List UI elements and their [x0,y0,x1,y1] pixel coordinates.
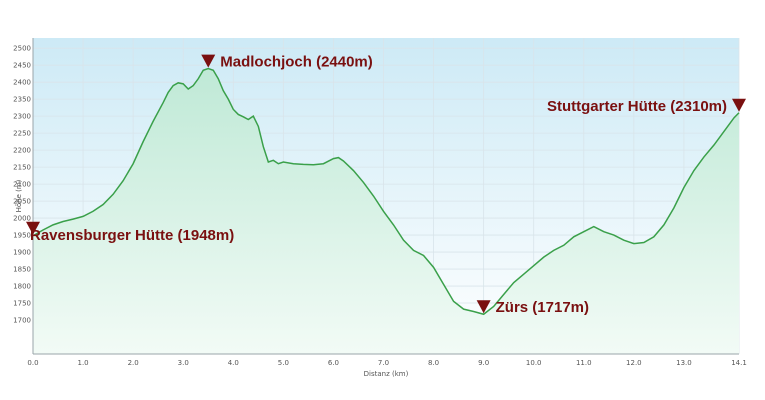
y-tick-label: 1700 [13,317,31,325]
x-tick-label: 3.0 [178,359,189,367]
y-axis-title: Höhe (m) [15,179,23,212]
y-tick-label: 2500 [13,45,31,53]
x-tick-label: 12.0 [626,359,642,367]
y-tick-label: 2250 [13,130,31,138]
y-tick-label: 1900 [13,249,31,257]
x-tick-label: 6.0 [328,359,339,367]
elevation-area [33,68,739,354]
y-tick-label: 2450 [13,62,31,70]
y-tick-label: 1800 [13,283,31,291]
annotation-marker [201,54,216,68]
x-tick-label: 14.1 [731,359,747,367]
y-tick-label: 2350 [13,96,31,104]
y-tick-label: 2400 [13,79,31,87]
x-tick-label: 4.0 [228,359,239,367]
y-tick-label: 2300 [13,113,31,121]
y-tick-label: 1850 [13,266,31,274]
annotation-label: Madlochjoch (2440m) [220,54,373,71]
x-tick-label: 13.0 [676,359,692,367]
annotations: Ravensburger Hütte (1948m) Madlochjoch (2… [26,54,746,316]
x-tick-label: 1.0 [78,359,89,367]
y-tick-label: 2100 [13,181,31,189]
y-tick-label: 2000 [13,215,31,223]
x-tick-label: 11.0 [576,359,592,367]
elevation-line [32,67,740,316]
y-tick-label: 1950 [13,232,31,240]
annotation-marker [26,221,40,235]
annotation-label: Zürs (1717m) [496,299,589,316]
x-tick-label: 7.0 [378,359,389,367]
x-tick-label: 2.0 [128,359,139,367]
x-tick-label: 10.0 [526,359,542,367]
y-tick-label: 2200 [13,147,31,155]
y-tick-label: 1750 [13,300,31,308]
x-tick-label: 8.0 [428,359,439,367]
x-tick-label: 5.0 [278,359,289,367]
annotation-label: Ravensburger Hütte (1948m) [30,227,234,244]
annotation-marker [476,300,491,314]
y-tick-label: 2150 [13,164,31,172]
x-tick-label: 9.0 [478,359,489,367]
y-tick-label: 2050 [13,198,31,206]
annotation-marker [732,98,746,112]
tick-labels: 1700 1750 1800 1850 1900 1950 2000 2050 2100 2150… [13,45,747,367]
x-axis-title: Distanz (km) [364,370,409,378]
x-tick-label: 0.0 [27,359,38,367]
axes [32,38,739,355]
annotation-label: Stuttgarter Hütte (2310m) [547,98,727,115]
